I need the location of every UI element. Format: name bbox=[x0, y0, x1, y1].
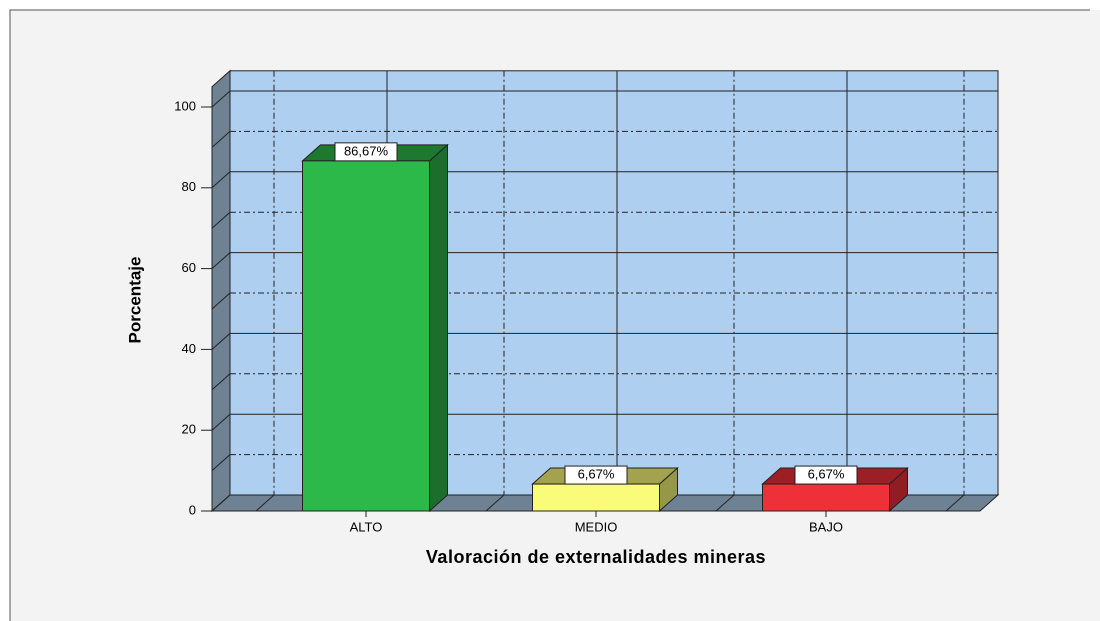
minor-grid-line-side bbox=[211, 292, 231, 310]
bar bbox=[302, 160, 430, 512]
y-tick-label: 80 bbox=[182, 179, 196, 194]
x-tick-label: ALTO bbox=[350, 519, 383, 534]
value-label-box bbox=[334, 142, 398, 162]
y-axis-label: Porcentaje bbox=[125, 257, 144, 344]
minor-grid-line-side bbox=[211, 454, 231, 471]
floor-line-minor bbox=[255, 494, 275, 512]
grid-line-side bbox=[211, 171, 231, 189]
value-label: 86,67% bbox=[344, 143, 389, 158]
value-label: 6,67% bbox=[808, 466, 845, 481]
bar bbox=[762, 483, 890, 512]
floor-line-minor bbox=[715, 494, 735, 512]
x-tick-label: MEDIO bbox=[575, 519, 618, 534]
x-tick-label: BAJO bbox=[809, 519, 843, 534]
x-axis-label: Valoración de externalidades mineras bbox=[426, 547, 766, 567]
minor-grid-line-side bbox=[211, 211, 231, 229]
y-tick-label: 0 bbox=[189, 502, 196, 517]
y-tick-label: 40 bbox=[182, 341, 196, 356]
frame bbox=[9, 9, 1090, 621]
minor-grid-line-side bbox=[211, 131, 231, 148]
value-label-box bbox=[794, 465, 858, 485]
left-wall bbox=[211, 69, 231, 513]
value-label: 6,67% bbox=[578, 466, 615, 481]
floor-line-minor bbox=[945, 494, 965, 512]
grid-line-side bbox=[211, 90, 231, 108]
grid-line-side bbox=[211, 252, 231, 269]
value-label-box bbox=[564, 465, 628, 485]
y-tick-label: 100 bbox=[174, 98, 196, 113]
grid-line-side bbox=[211, 333, 231, 350]
floor-line-minor bbox=[485, 494, 505, 512]
y-tick-label: 20 bbox=[182, 422, 196, 437]
grid-line-side bbox=[211, 494, 231, 512]
grid-line-side bbox=[211, 413, 231, 431]
minor-grid-line-side bbox=[211, 373, 231, 391]
plot-area: 0 20 40 60 80 100 ALTO 86,67% MEDIO 6,67% BAJO 6,67… bbox=[174, 69, 1000, 534]
bar bbox=[532, 483, 660, 512]
y-tick-label: 60 bbox=[182, 260, 196, 275]
bar-side bbox=[429, 143, 448, 513]
